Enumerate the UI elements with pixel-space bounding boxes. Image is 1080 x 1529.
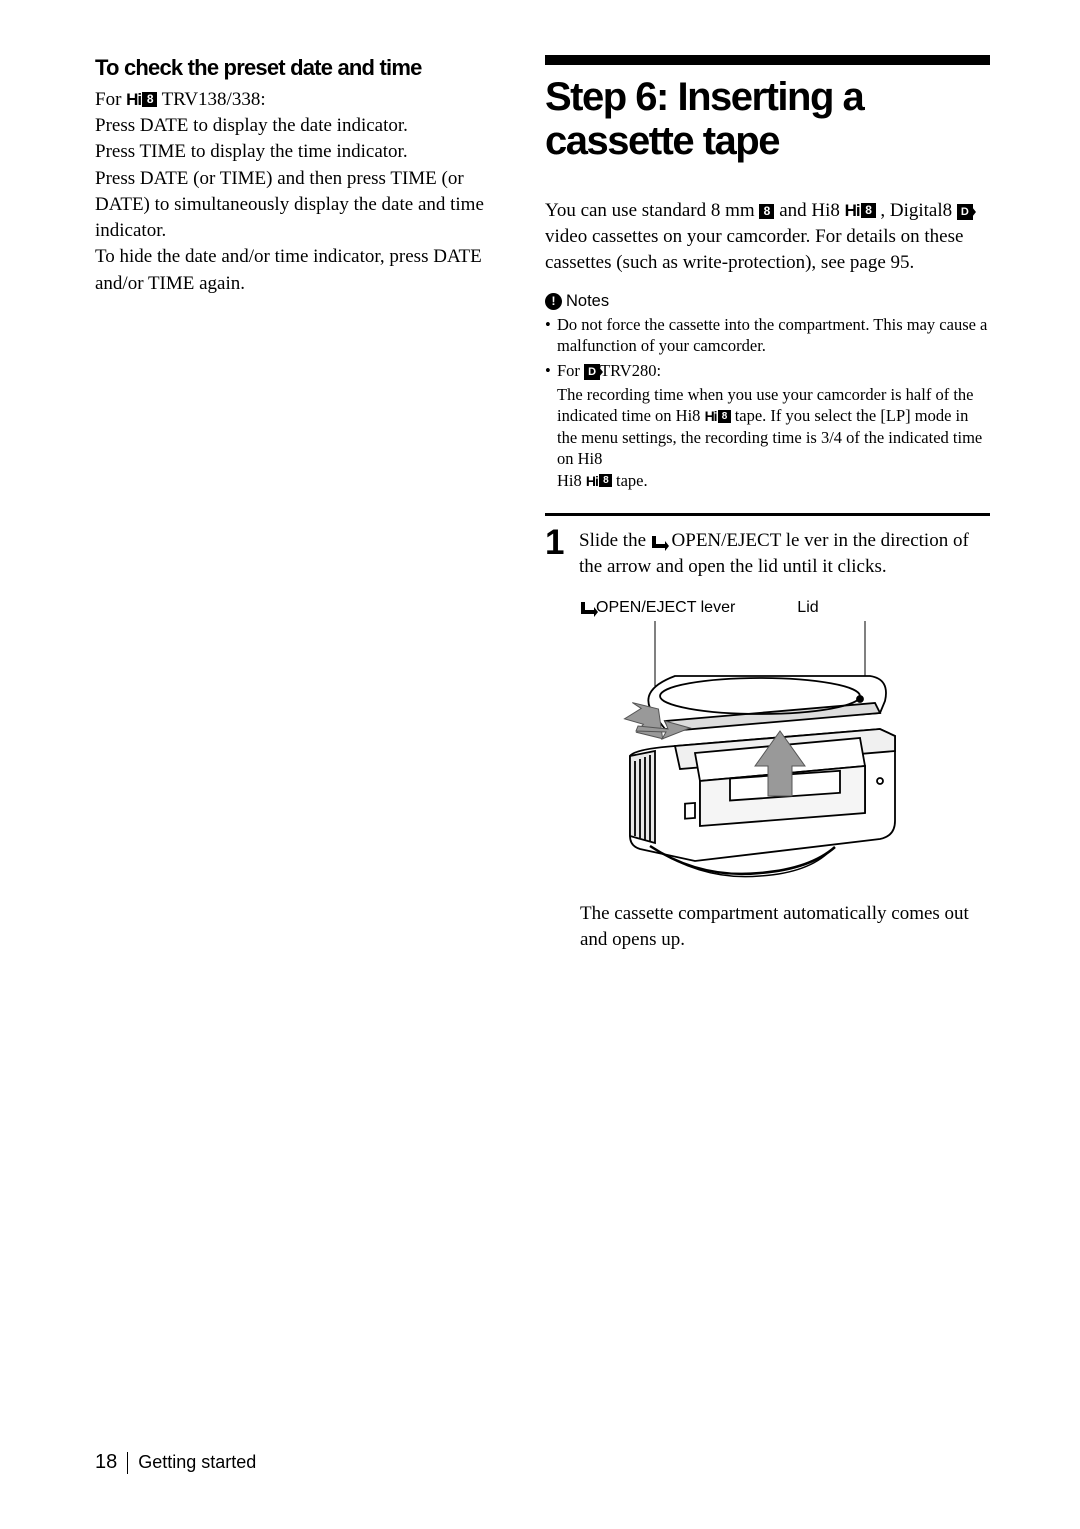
- para3: Press DATE (or TIME) and then press TIME…: [95, 168, 484, 241]
- bullet-dot: •: [545, 314, 557, 357]
- main-heading: Step 6: Inserting a cassette tape: [545, 75, 990, 163]
- diagram-label-lid: Lid: [797, 599, 818, 617]
- note-item: • Do not force the cassette into the com…: [545, 314, 990, 357]
- label-lever-text: OPEN/EJECT lever: [596, 599, 735, 617]
- intro-b: and Hi8: [774, 200, 844, 221]
- para2: Press TIME to display the time indicator…: [95, 141, 408, 162]
- step-block: 1 Slide the OPEN/EJECT le ver in the dir…: [545, 528, 990, 580]
- step-followup: The cassette compartment automatically c…: [580, 901, 990, 953]
- diagram-labels: OPEN/EJECT lever Lid: [580, 599, 990, 617]
- notes-label: Notes: [566, 292, 609, 310]
- note-item: • For DTRV280:: [545, 360, 990, 381]
- camcorder-diagram: [580, 621, 935, 886]
- note2-suffix: TRV280:: [600, 361, 661, 380]
- notes-list: • Do not force the cassette into the com…: [545, 314, 990, 492]
- step-rule: [545, 513, 990, 516]
- line1-suffix: TRV138/338:: [157, 89, 265, 110]
- camcorder-svg: [580, 621, 935, 886]
- intro-a: You can use standard 8 mm: [545, 200, 759, 221]
- footer-divider: [127, 1452, 128, 1474]
- bullet-dot: •: [545, 360, 557, 381]
- hi8-icon: Hi8: [705, 407, 731, 425]
- page-footer: 18 Getting started: [95, 1451, 256, 1474]
- heading-rule: [545, 55, 990, 65]
- intro-d: video cassettes on your camcorder. For d…: [545, 226, 963, 273]
- step-text: Slide the OPEN/EJECT le ver in the direc…: [579, 528, 990, 580]
- intro-c: , Digital8: [876, 200, 957, 221]
- note2-prefix: For: [557, 361, 584, 380]
- 8mm-icon: 8: [759, 204, 774, 219]
- diagram-label-lever: OPEN/EJECT lever: [580, 599, 735, 617]
- digital8-icon: D: [584, 364, 600, 380]
- page-number: 18: [95, 1451, 117, 1474]
- hi8-icon: Hi8: [586, 472, 612, 490]
- eject-icon: [652, 536, 666, 548]
- left-body: For Hi8 TRV138/338: Press DATE to displa…: [95, 87, 510, 297]
- footer-section: Getting started: [138, 1452, 256, 1473]
- hi8-icon: Hi8: [845, 199, 876, 222]
- para1: Press DATE to display the date indicator…: [95, 115, 408, 136]
- step-number: 1: [545, 528, 567, 580]
- step1-a: Slide the: [579, 530, 651, 551]
- para4: To hide the date and/or time indicator, …: [95, 246, 482, 293]
- eject-icon: [581, 602, 595, 614]
- note2-body: The recording time when you use your cam…: [545, 384, 990, 491]
- left-column: To check the preset date and time For Hi…: [95, 55, 510, 953]
- hi8-icon: Hi8: [126, 88, 157, 111]
- digital8-icon: D: [957, 204, 973, 220]
- page-content: To check the preset date and time For Hi…: [95, 55, 1010, 953]
- subsection-heading: To check the preset date and time: [95, 55, 510, 81]
- notes-heading: !Notes: [545, 292, 990, 311]
- right-column: Step 6: Inserting a cassette tape You ca…: [545, 55, 990, 953]
- note2-text: For DTRV280:: [557, 360, 990, 381]
- intro-text: You can use standard 8 mm 8 and Hi8 Hi8 …: [545, 198, 990, 277]
- notes-bullet-icon: !: [545, 293, 562, 310]
- line1-prefix: For: [95, 89, 126, 110]
- note1-text: Do not force the cassette into the compa…: [557, 314, 990, 357]
- note2-body-c: tape.: [612, 471, 648, 490]
